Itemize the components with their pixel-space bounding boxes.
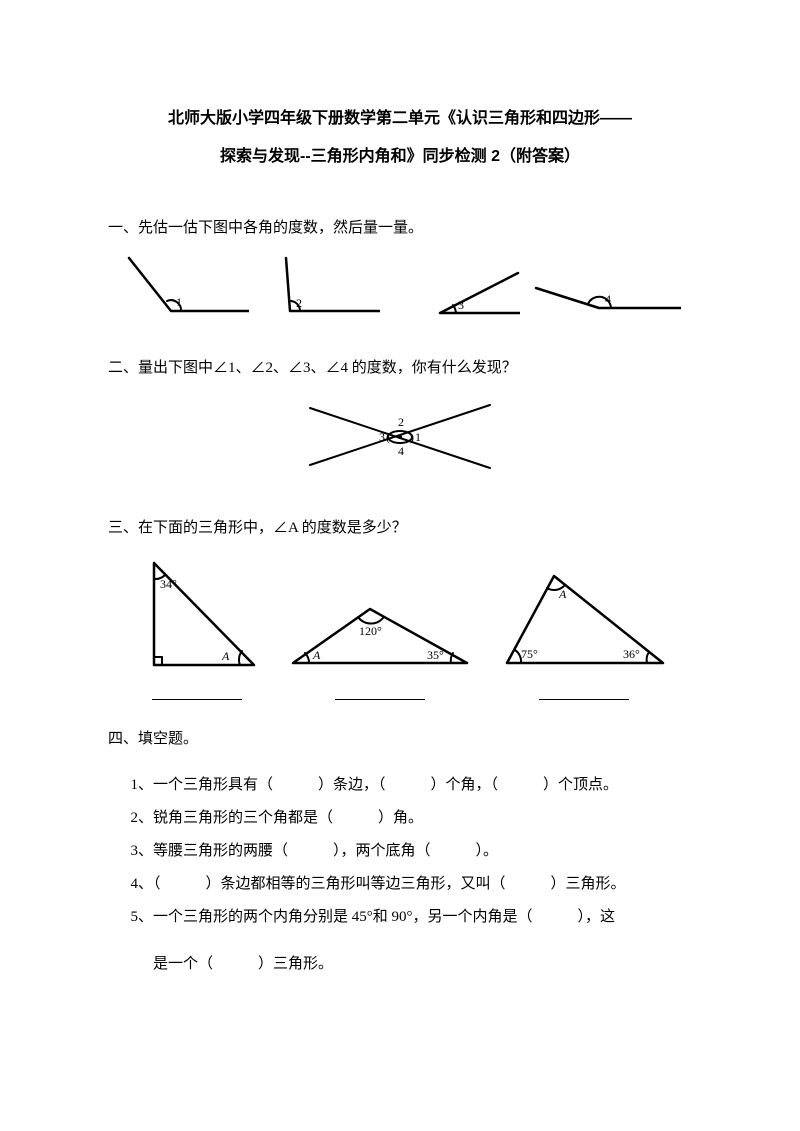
- svg-text:(: (: [386, 430, 390, 444]
- svg-text:): ): [410, 430, 414, 444]
- triangle-1-block: 34° A: [132, 553, 262, 700]
- t3-answer-line: [539, 681, 629, 700]
- q4-item-5: 5、一个三角形的两个内角分别是 45°和 90°，另一个内角是（ ），这: [131, 901, 693, 934]
- t2-angle-A: A: [312, 648, 321, 662]
- t3-angle-A: A: [558, 587, 567, 601]
- angle-4-diagram: 4: [531, 273, 681, 323]
- q4-heading: 四、填空题。: [108, 724, 692, 754]
- vertical-angles-diagram: 2 1 4 3 ( ): [300, 393, 500, 483]
- q4-item-4: 4、（ ）条边都相等的三角形叫等边三角形，又叫（ ）三角形。: [131, 868, 693, 901]
- t1-angle-A: A: [221, 649, 230, 663]
- q2-label-2: 2: [398, 415, 404, 429]
- q4-item-2: 2、锐角三角形的三个角都是（ ）角。: [131, 802, 693, 835]
- q2-label-4: 4: [398, 444, 404, 458]
- t1-answer-line: [152, 681, 242, 700]
- q2-label-3: 3: [379, 430, 385, 444]
- q3-heading: 三、在下面的三角形中，∠A 的度数是多少？: [108, 513, 692, 543]
- angle-3-label: 3: [458, 298, 464, 312]
- triangle-1: 34° A: [132, 553, 262, 673]
- triangle-2: 120° A 35°: [285, 593, 475, 673]
- triangle-2-block: 120° A 35°: [285, 593, 475, 700]
- q4-item-5-cont: 是一个（ ）三角形。: [108, 949, 692, 979]
- q2-heading: 二、量出下图中∠1、∠2、∠3、∠4 的度数，你有什么发现？: [108, 353, 692, 383]
- angle-1-label: 1: [176, 295, 182, 309]
- title-line-2: 探索与发现--三角形内角和》同步检测 2（附答案）: [220, 148, 580, 165]
- angle-2-label: 2: [296, 296, 302, 310]
- triangle-3-block: A 75° 36°: [499, 568, 669, 700]
- angle-3-diagram: 3: [390, 263, 520, 323]
- question-4: 四、填空题。 1、一个三角形具有（ ）条边，（ ）个角，（ ）个顶点。 2、锐角…: [108, 724, 692, 979]
- t2-right-angle: 35°: [427, 648, 444, 662]
- t2-answer-line: [335, 681, 425, 700]
- title-line-1: 北师大版小学四年级下册数学第二单元《认识三角形和四边形——: [168, 110, 632, 127]
- question-2: 二、量出下图中∠1、∠2、∠3、∠4 的度数，你有什么发现？ 2 1 4 3 (…: [108, 353, 692, 483]
- q3-triangles-row: 34° A 120° A 35° A: [108, 553, 692, 700]
- question-1: 一、先估一估下图中各角的度数，然后量一量。 1 2 3 4: [108, 213, 692, 323]
- worksheet-title: 北师大版小学四年级下册数学第二单元《认识三角形和四边形—— 探索与发现--三角形…: [108, 100, 692, 177]
- angle-2-diagram: 2: [260, 253, 380, 323]
- q2-diagram-wrap: 2 1 4 3 ( ): [108, 393, 692, 483]
- triangle-3: A 75° 36°: [499, 568, 669, 673]
- q1-angles-row: 1 2 3 4: [108, 253, 692, 323]
- q2-label-1: 1: [415, 430, 421, 444]
- q1-heading: 一、先估一估下图中各角的度数，然后量一量。: [108, 213, 692, 243]
- q4-item-1: 1、一个三角形具有（ ）条边，（ ）个角，（ ）个顶点。: [131, 769, 693, 802]
- q4-item-3: 3、等腰三角形的两腰（ ），两个底角（ ）。: [131, 835, 693, 868]
- t3-right-angle: 36°: [623, 647, 640, 661]
- t3-left-angle: 75°: [521, 647, 538, 661]
- t2-apex-angle: 120°: [359, 624, 382, 638]
- q4-list: 1、一个三角形具有（ ）条边，（ ）个角，（ ）个顶点。 2、锐角三角形的三个角…: [108, 769, 692, 934]
- question-3: 三、在下面的三角形中，∠A 的度数是多少？ 34° A 120°: [108, 513, 692, 700]
- t1-top-angle: 34°: [160, 577, 177, 591]
- angle-1-diagram: 1: [119, 253, 249, 323]
- angle-4-label: 4: [605, 292, 611, 306]
